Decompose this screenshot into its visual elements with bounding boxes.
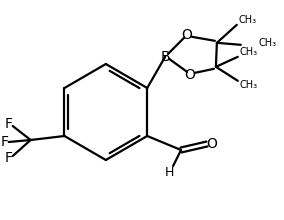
Text: CH₃: CH₃ xyxy=(259,38,277,48)
Text: B: B xyxy=(160,50,170,64)
Text: F: F xyxy=(5,117,13,131)
Text: CH₃: CH₃ xyxy=(240,80,258,90)
Text: F: F xyxy=(5,151,13,165)
Text: O: O xyxy=(206,137,217,151)
Text: F: F xyxy=(1,135,9,149)
Text: CH₃: CH₃ xyxy=(239,15,257,25)
Text: CH₃: CH₃ xyxy=(240,47,258,57)
Text: O: O xyxy=(181,28,193,42)
Text: O: O xyxy=(185,68,195,82)
Text: H: H xyxy=(164,165,174,178)
